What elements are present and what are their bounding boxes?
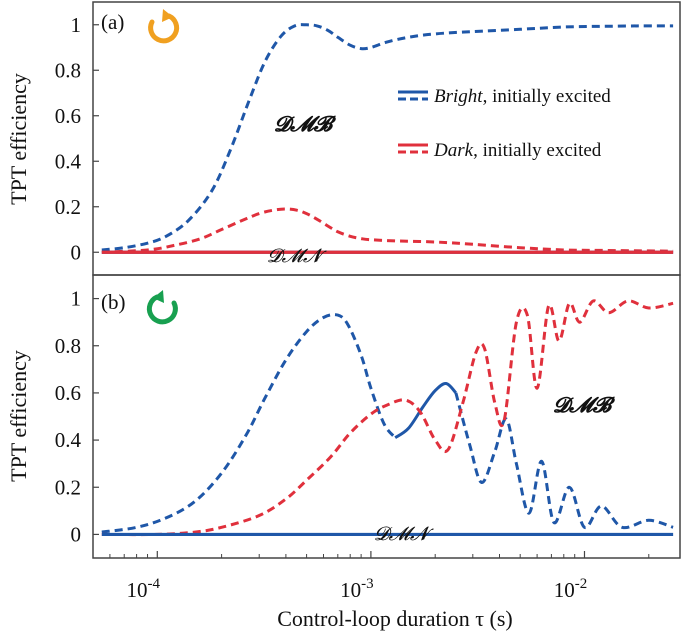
- panel-a-ylabel: TPT efficiency: [6, 73, 31, 205]
- panel-b-series-bright-dmb: [101, 313, 397, 534]
- legend-dark-name: Dark: [433, 140, 474, 161]
- panel-a-ytick-label: 0.8: [55, 58, 81, 82]
- panel-b: 0 0.2 0.4 0.6 0.8 1 10-4 10-3 10-2 TPT efficien…: [6, 274, 681, 631]
- panel-b-x-ticks: 10-4 10-3 10-2: [109, 551, 650, 602]
- panel-b-ylabel: TPT efficiency: [6, 350, 31, 482]
- panel-b-ytick-label: 0.4: [55, 428, 82, 452]
- legend-bright-rest: , initially excited: [483, 86, 612, 107]
- panel-a-series: [101, 23, 674, 254]
- panel-a-ytick-label: 0.2: [55, 195, 81, 219]
- panel-b-series: [101, 299, 674, 537]
- panel-b-ytick-label: 0.2: [55, 475, 81, 499]
- legend-bright-name: Bright: [434, 86, 483, 107]
- panel-a-series-dark-dmb: [101, 207, 674, 254]
- x-axis-title: Control-loop duration τ (s): [277, 606, 513, 631]
- panel-b-series-dark-dmb: [101, 299, 674, 537]
- counterclockwise-arrow-icon: [146, 290, 178, 325]
- panel-b-y-ticks: 0 0.2 0.4 0.6 0.8 1: [55, 287, 99, 546]
- xtick-label: 10-4: [127, 576, 161, 602]
- panel-a-dmb-annotation: 𝓓𝓜𝓑: [274, 111, 337, 136]
- legend-entry-bright: Bright, initially excited: [398, 86, 611, 107]
- svg-text:Bright, initially excited: Bright, initially excited: [434, 86, 611, 107]
- legend: Bright, initially excited Dark, initiall…: [398, 86, 611, 161]
- panel-a-series-bright-dmb: [101, 23, 674, 252]
- panel-b-ytick-label: 1: [71, 287, 82, 311]
- panel-b-series-bright-dmn-like-tail: [394, 381, 458, 439]
- panel-b-ytick-label: 0: [71, 522, 82, 546]
- panel-a: 0 0.2 0.4 0.6 0.8 1 TPT efficiency (a) 𝓓𝓜𝓑 𝓓𝓜…: [6, 1, 681, 276]
- panel-a-ytick-label: 0.6: [55, 104, 81, 128]
- xtick-label: 10-3: [340, 576, 374, 602]
- panel-b-dmb-annotation: 𝓓𝓜𝓑: [553, 392, 616, 417]
- panel-b-series-bright-oscillation: [454, 392, 674, 530]
- legend-entry-dark: Dark, initially excited: [398, 140, 602, 161]
- clockwise-arrow-icon: [148, 9, 180, 44]
- svg-text:Dark, initially excited: Dark, initially excited: [433, 140, 602, 161]
- legend-dark-rest: , initially excited: [473, 140, 602, 161]
- panel-a-dmn-annotation: 𝓓𝓜𝓝: [267, 245, 327, 267]
- panel-b-label: (b): [101, 290, 126, 314]
- panel-b-dmn-annotation: 𝓓𝓜𝓝: [374, 523, 434, 545]
- xtick-label: 10-2: [554, 576, 588, 602]
- panel-a-ytick-label: 1: [71, 13, 82, 37]
- panel-b-frame: [92, 274, 681, 559]
- panel-b-ytick-label: 0.8: [55, 334, 81, 358]
- panel-a-y-ticks: 0 0.2 0.4 0.6 0.8 1: [55, 13, 99, 264]
- panel-b-ytick-label: 0.6: [55, 381, 81, 405]
- panel-a-label: (a): [101, 10, 124, 34]
- panel-a-ytick-label: 0: [71, 240, 82, 264]
- panel-a-ytick-label: 0.4: [55, 149, 82, 173]
